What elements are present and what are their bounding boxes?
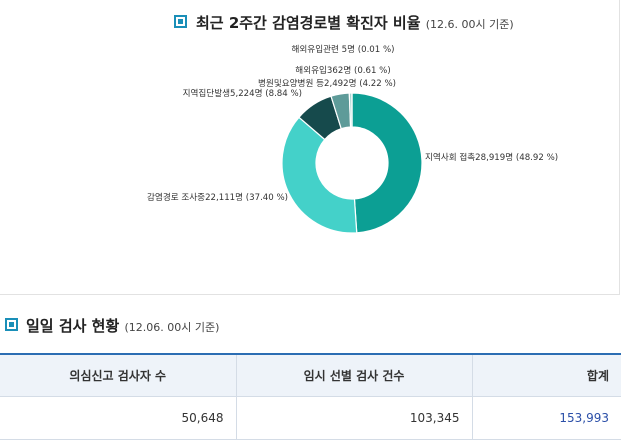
slice-label: 해외유입362명 (0.61 %): [295, 64, 390, 76]
square-bullet-icon: [5, 318, 18, 331]
slice-label: 감염경로 조사중22,111명 (37.40 %): [147, 191, 288, 203]
value-temp-screening: 103,345: [235, 396, 472, 440]
header-temp-screening: 임시 선별 검사 건수: [235, 353, 472, 397]
slice-label: 해외유입관련 5명 (0.01 %): [291, 43, 394, 55]
test-table: 의심신고 검사자 수 임시 선별 검사 건수 합계 50,648 103,345…: [0, 353, 621, 440]
test-section-title-text: 일일 검사 현황: [26, 317, 120, 335]
pie-slice: [281, 116, 358, 234]
donut-chart: 지역사회 접촉28,919명 (48.92 %) 감염경로 조사중22,111명 …: [147, 43, 558, 234]
slice-label: 지역사회 접촉28,919명 (48.92 %): [425, 151, 558, 163]
pie-slice: [351, 92, 423, 234]
slice-label: 병원및요양병원 등2,492명 (4.22 %): [258, 77, 396, 89]
table-header-row: 의심신고 검사자 수 임시 선별 검사 건수 합계: [0, 353, 621, 397]
value-suspected-tests: 50,648: [0, 396, 236, 440]
chart-subtitle: (12.6. 00시 기준): [425, 18, 514, 31]
test-section-subtitle: (12.06. 00시 기준): [124, 321, 220, 334]
slice-label: 지역집단발생5,224명 (8.84 %): [183, 87, 302, 99]
chart-panel: 최근 2주간 감염경로별 확진자 비율 (12.6. 00시 기준) 지역사회 …: [0, 0, 620, 295]
header-total: 합계: [471, 353, 621, 397]
chart-title: 최근 2주간 감염경로별 확진자 비율 (12.6. 00시 기준): [196, 12, 514, 33]
square-bullet-icon: [174, 15, 187, 28]
chart-title-text: 최근 2주간 감염경로별 확진자 비율: [196, 14, 421, 32]
header-suspected-tests: 의심신고 검사자 수: [0, 353, 236, 397]
value-total: 153,993: [471, 396, 621, 440]
table-row: 50,648 103,345 153,993: [0, 396, 621, 440]
test-section-title: 일일 검사 현황 (12.06. 00시 기준): [26, 315, 219, 336]
